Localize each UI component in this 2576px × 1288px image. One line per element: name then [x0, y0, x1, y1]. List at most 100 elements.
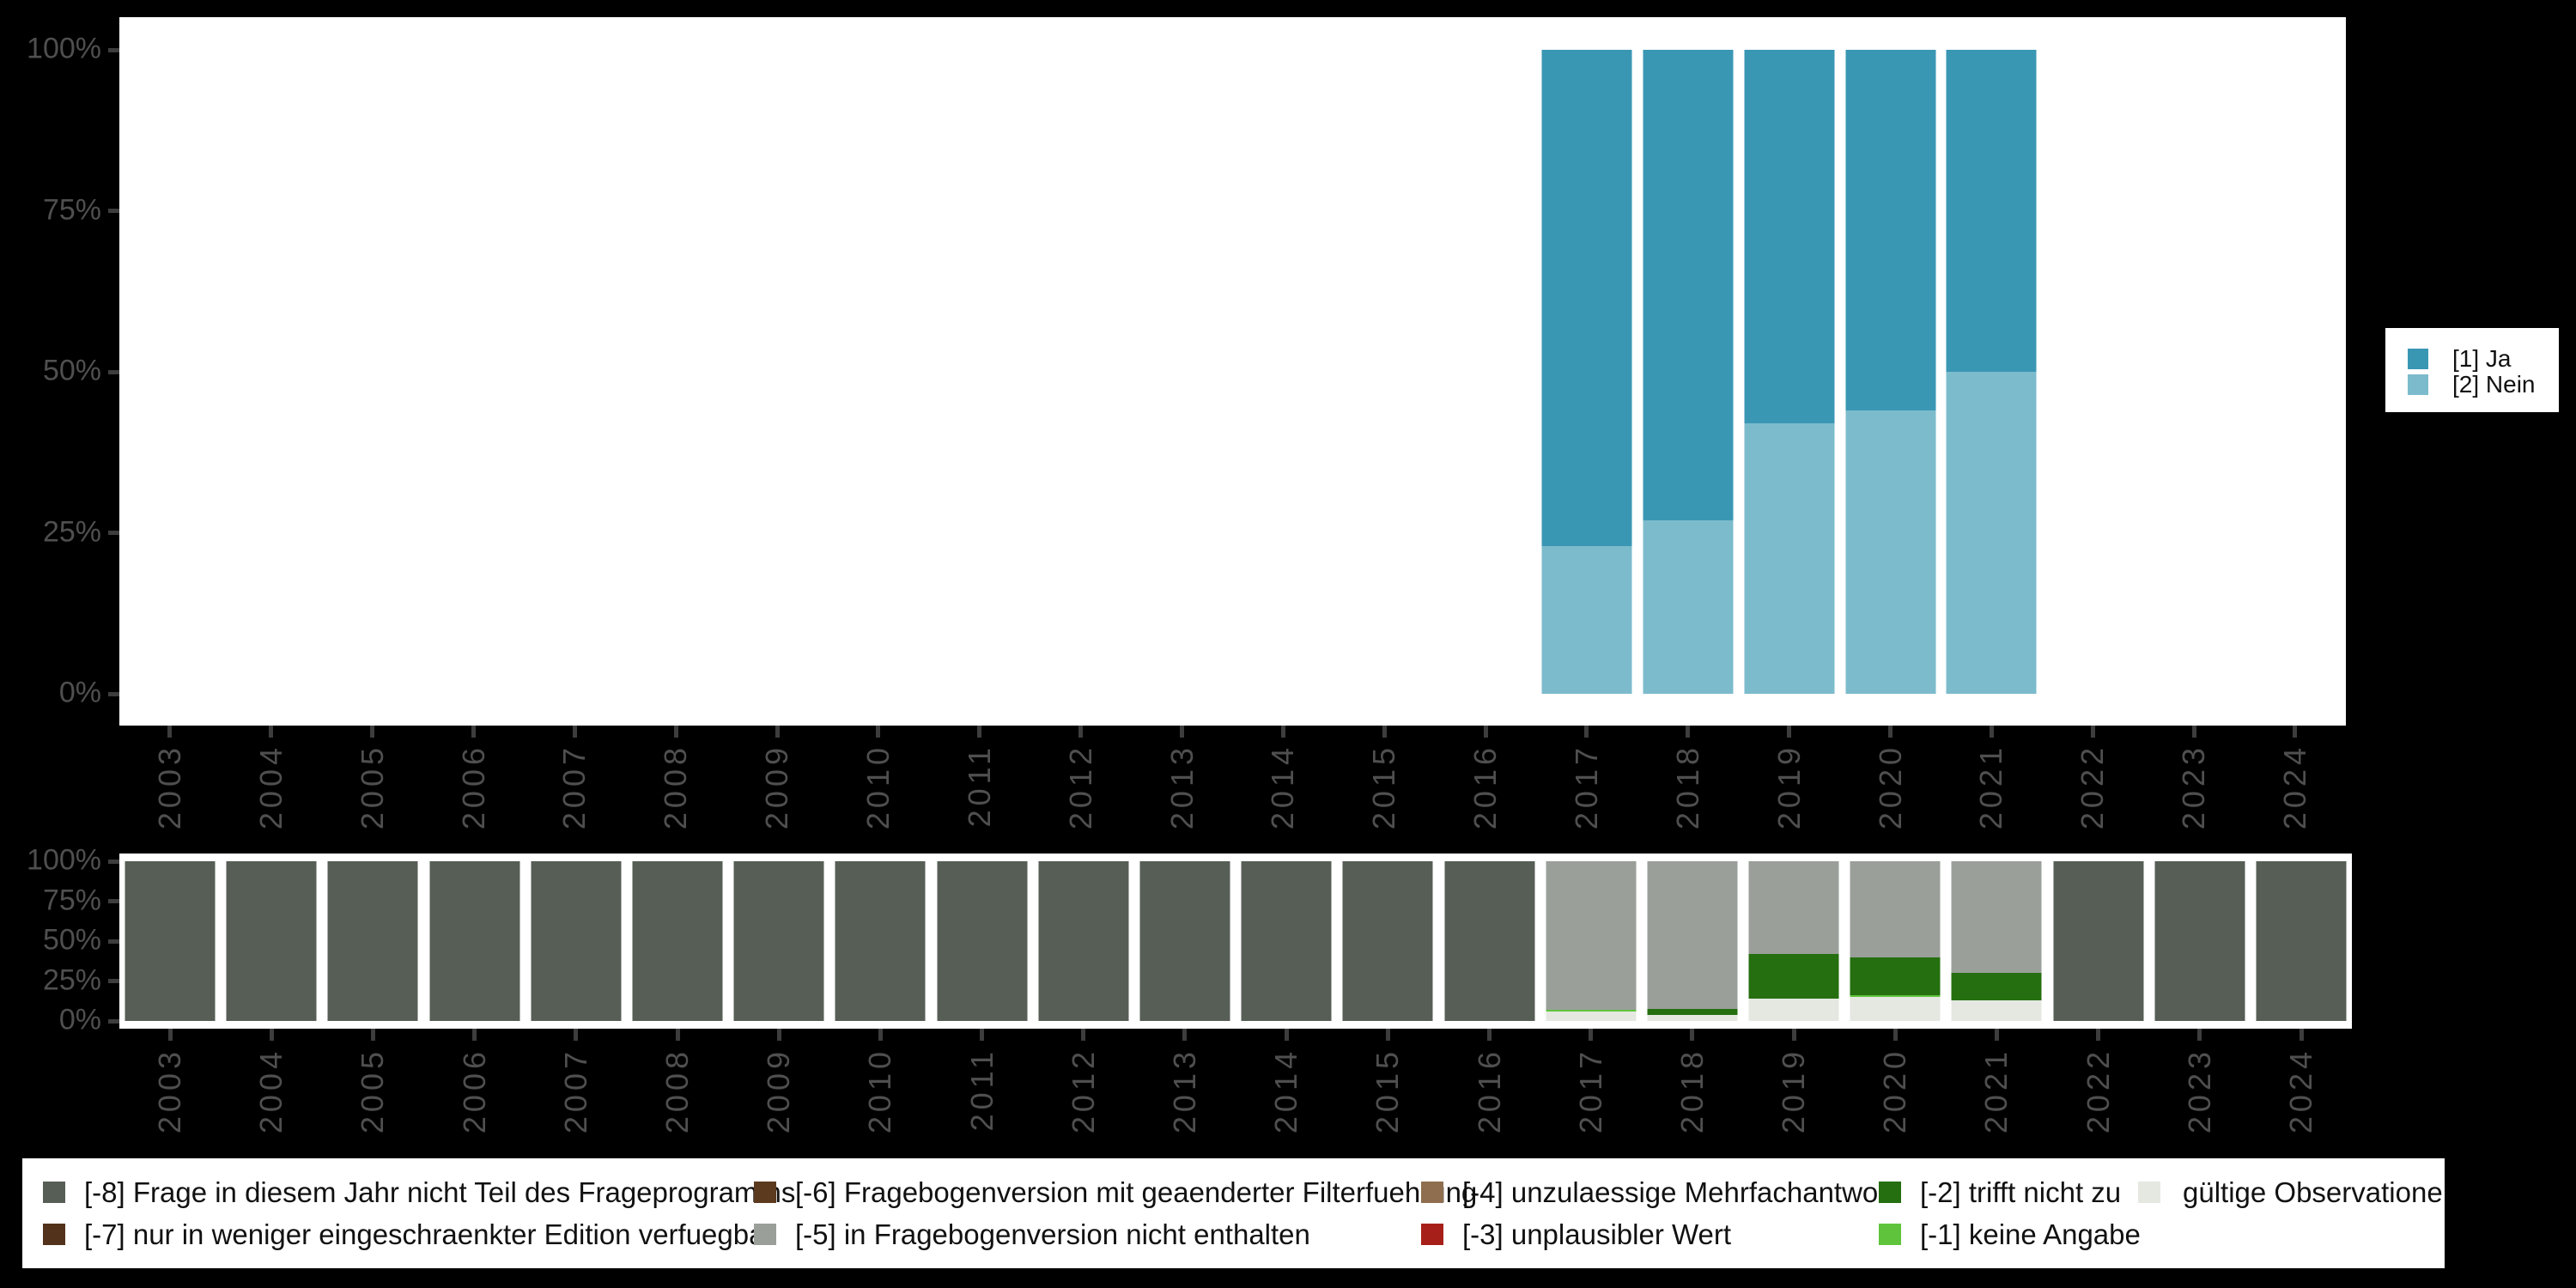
x-axis-label: 2011 — [961, 744, 997, 828]
bar-segment — [1643, 50, 1734, 520]
x-label-slot: 2019 — [1739, 744, 1840, 855]
y-axis-label: 0% — [58, 1003, 101, 1036]
legend-swatch — [1421, 1182, 1443, 1203]
top-chart-bars — [119, 50, 2346, 694]
stacked-bar-2021 — [1951, 861, 2042, 1021]
legend-item-label: [-5] in Fragebogenversion nicht enthalte… — [795, 1218, 1310, 1250]
x-axis-label: 2024 — [2276, 744, 2312, 830]
top-chart-x-ticks — [119, 726, 2346, 738]
x-label-slot: 2007 — [524, 744, 625, 855]
x-axis-label: 2017 — [1568, 744, 1604, 830]
legend-swatch — [1879, 1182, 1901, 1203]
x-tick-slot — [322, 726, 423, 738]
x-axis-label: 2012 — [1062, 744, 1098, 830]
stacked-bar-2005 — [327, 861, 418, 1021]
legend-item-label: [-6] Fragebogenversion mit geaenderter F… — [795, 1176, 1478, 1208]
x-axis-label: 2012 — [1065, 1048, 1101, 1134]
x-tick-slot — [1642, 1029, 1743, 1041]
year-slot-2019 — [1743, 861, 1844, 1021]
answer-legend: [1] Ja [2] Nein — [2385, 328, 2559, 412]
bar-segment — [1946, 50, 2037, 372]
x-axis-label: 2006 — [455, 744, 491, 830]
x-tick-slot — [1536, 726, 1637, 738]
x-label-slot: 2009 — [728, 1048, 829, 1159]
year-slot-2023 — [2143, 50, 2245, 694]
legend-swatch — [2408, 349, 2428, 369]
x-axis-label: 2013 — [1163, 744, 1200, 830]
x-axis-label: 2022 — [2075, 744, 2111, 830]
year-slot-2015 — [1337, 861, 1438, 1021]
x-label-slot: 2009 — [726, 744, 828, 855]
x-axis-tick — [1787, 726, 1792, 738]
x-tick-slot — [1637, 726, 1739, 738]
bar-segment — [1541, 50, 1632, 546]
x-axis-tick — [673, 726, 678, 738]
x-label-slot: 2013 — [1134, 1048, 1236, 1159]
y-axis-tick — [108, 1018, 119, 1024]
bar-segment — [1748, 861, 1839, 954]
year-slot-2008 — [625, 50, 726, 694]
x-label-slot: 2024 — [2251, 1048, 2352, 1159]
x-label-slot: 2020 — [1844, 1048, 1946, 1159]
x-tick-slot — [1739, 726, 1840, 738]
x-axis-tick — [1078, 726, 1084, 738]
stacked-bar-2008 — [632, 861, 723, 1021]
x-label-slot: 2006 — [424, 1048, 526, 1159]
x-label-slot: 2008 — [625, 744, 726, 855]
x-axis-label: 2008 — [658, 744, 694, 830]
x-axis-tick — [1081, 1029, 1086, 1041]
x-axis-tick — [167, 1029, 173, 1041]
bottom-chart-x-labels: 2003 2004 2005 2006 2007 2008 2009 2010 2011 2012… — [119, 1048, 2352, 1159]
x-axis-tick — [775, 726, 780, 738]
bar-segment — [1951, 861, 2042, 974]
x-axis-tick — [1487, 1029, 1492, 1041]
x-axis-tick — [1888, 726, 1893, 738]
x-label-slot: 2013 — [1132, 744, 1233, 855]
legend-swatch — [754, 1224, 776, 1245]
x-axis-label: 2004 — [253, 1048, 289, 1134]
bar-segment — [1850, 995, 1941, 998]
x-tick-slot — [1540, 1029, 1642, 1041]
x-axis-label: 2013 — [1166, 1048, 1202, 1134]
year-slot-2024 — [2245, 50, 2346, 694]
x-label-slot: 2021 — [1946, 1048, 2047, 1159]
x-axis-tick — [2293, 726, 2298, 738]
x-tick-slot — [726, 726, 828, 738]
stacked-bar-2023 — [2154, 861, 2245, 1021]
x-axis-label: 2006 — [456, 1048, 492, 1134]
x-axis-label: 2022 — [2080, 1048, 2116, 1134]
x-tick-slot — [2143, 726, 2245, 738]
stacked-bar-2024 — [2256, 861, 2347, 1021]
bar-segment — [1647, 861, 1738, 1010]
x-axis-label: 2009 — [759, 744, 795, 830]
x-axis-tick — [167, 726, 173, 738]
x-axis-label: 2018 — [1674, 1048, 1710, 1134]
stacked-bar-2019 — [1748, 861, 1839, 1021]
x-axis-tick — [269, 726, 274, 738]
x-label-slot: 2003 — [119, 744, 221, 855]
x-tick-slot — [2149, 1029, 2251, 1041]
y-axis-label: 75% — [42, 193, 101, 227]
bar-segment — [1647, 1009, 1738, 1015]
x-axis-tick — [1989, 726, 1994, 738]
stacked-bar-2006 — [429, 861, 520, 1021]
x-axis-tick — [1584, 726, 1589, 738]
bar-segment — [1845, 410, 1936, 694]
year-slot-2007 — [524, 50, 625, 694]
year-slot-2005 — [322, 861, 423, 1021]
x-axis-label: 2017 — [1572, 1048, 1608, 1134]
x-label-slot: 2006 — [423, 744, 525, 855]
x-label-slot: 2015 — [1334, 744, 1435, 855]
legend-item-label: [-3] unplausibler Wert — [1462, 1218, 1732, 1250]
bar-segment — [1647, 1014, 1738, 1021]
x-label-slot: 2004 — [221, 744, 322, 855]
legend-swatch — [1421, 1224, 1443, 1245]
stacked-bar-2019 — [1744, 50, 1835, 694]
bar-segment — [327, 861, 418, 1021]
x-axis-tick — [1180, 726, 1185, 738]
bar-segment — [835, 861, 926, 1021]
x-axis-label: 2018 — [1669, 744, 1705, 830]
bar-segment — [226, 861, 317, 1021]
year-slot-2008 — [627, 861, 728, 1021]
bar-segment — [125, 861, 216, 1021]
